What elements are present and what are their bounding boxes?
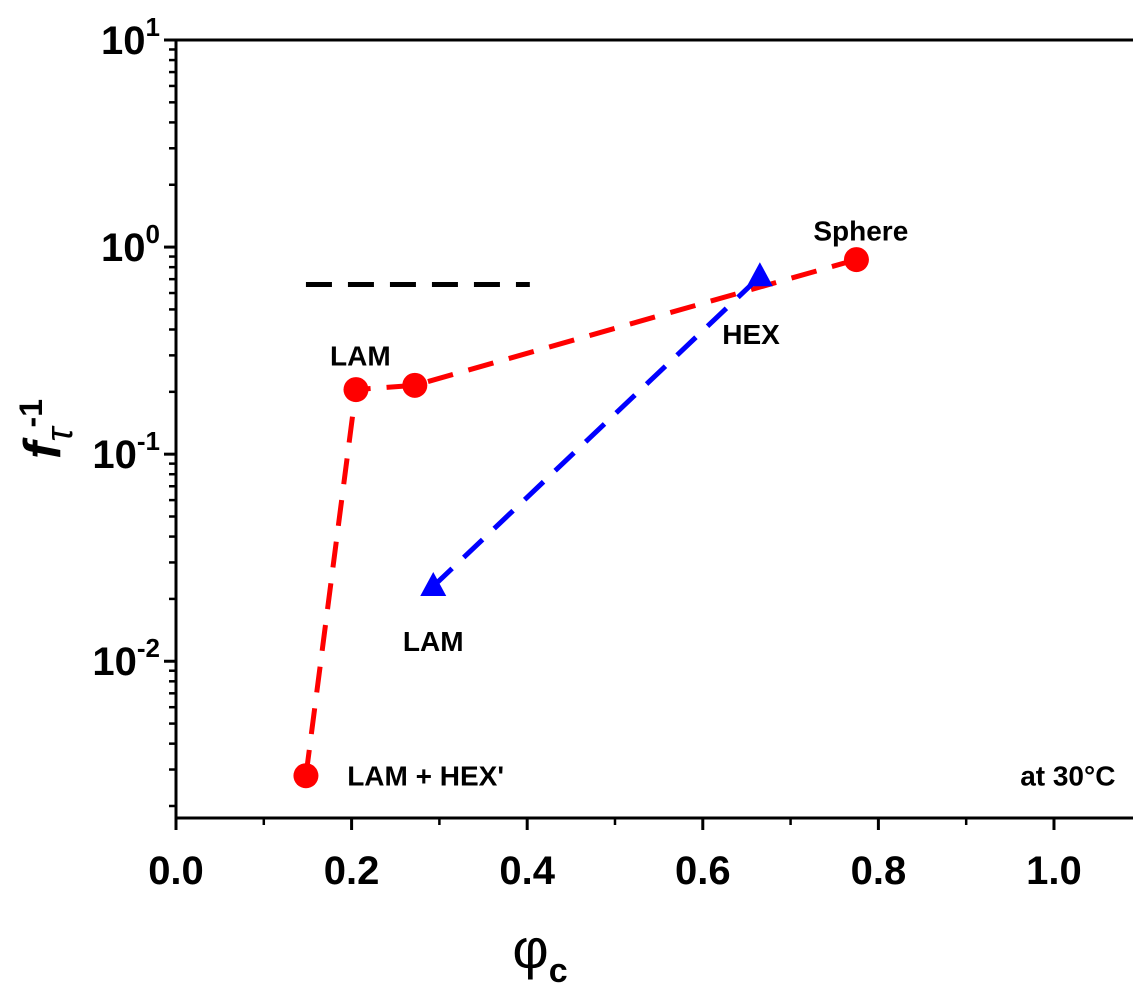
x-tick-label: 1.0 (1026, 849, 1082, 893)
x-tick-label: 0.6 (675, 849, 731, 893)
series-0-point (402, 372, 428, 398)
y-tick-label: 10-2 (92, 633, 160, 684)
series-1-point (420, 571, 447, 596)
annotation-label: LAM (330, 340, 391, 371)
series-0-point (343, 377, 369, 403)
annotation-label: LAM + HEX' (347, 761, 504, 792)
x-tick-label: 0.2 (324, 849, 380, 893)
series-1-point (746, 262, 773, 287)
x-axis-label: φc (512, 917, 567, 986)
y-tick-label: 10-1 (92, 426, 160, 477)
annotation-label: Sphere (813, 216, 908, 247)
y-axis-label: fτ-1 (13, 399, 81, 459)
series-0-point (293, 763, 319, 789)
x-tick-label: 0.0 (148, 849, 204, 893)
y-tick-label: 101 (101, 12, 160, 63)
x-tick-label: 0.8 (851, 849, 907, 893)
x-tick-label: 0.4 (499, 849, 555, 893)
annotation-label: LAM (403, 626, 464, 657)
series-0-point (843, 247, 869, 273)
y-axis-label-text: fτ-1 (13, 399, 81, 459)
series-0-line (303, 257, 858, 777)
y-tick-label: 100 (101, 219, 160, 270)
series-1-line (431, 274, 762, 589)
annotation-label: HEX (722, 319, 780, 350)
annotation-label: at 30°C (1020, 761, 1115, 792)
